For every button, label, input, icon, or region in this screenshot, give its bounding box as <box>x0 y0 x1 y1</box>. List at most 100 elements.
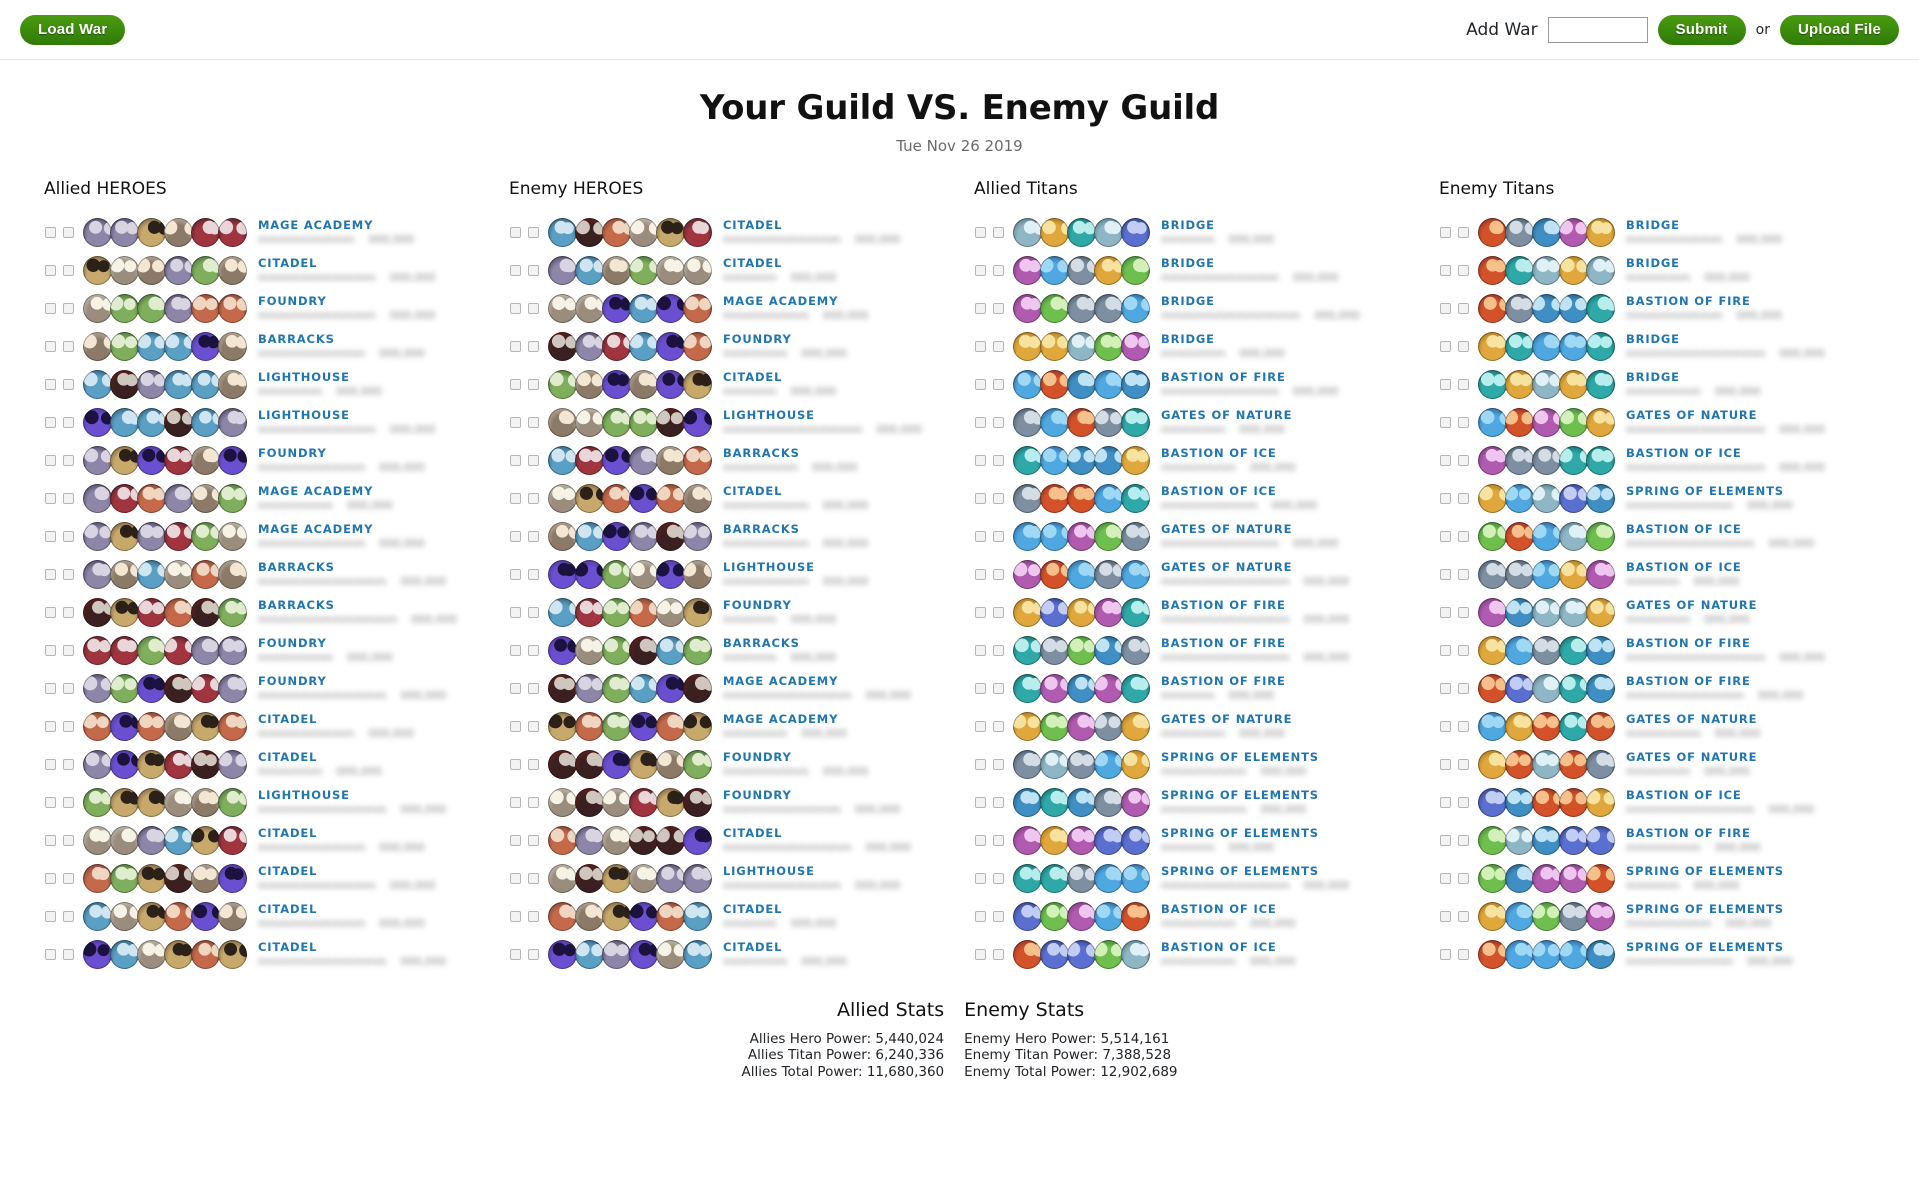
row-checkbox-secondary[interactable] <box>63 948 74 960</box>
row-checkbox-secondary[interactable] <box>993 834 1004 846</box>
row-checkbox-primary[interactable] <box>510 834 521 846</box>
row-checkbox-secondary[interactable] <box>1458 910 1469 922</box>
row-checkbox-secondary[interactable] <box>63 720 74 732</box>
row-checkbox-primary[interactable] <box>510 416 521 428</box>
row-checkbox-primary[interactable] <box>1440 758 1451 770</box>
row-checkbox-secondary[interactable] <box>993 302 1004 314</box>
row-checkbox-secondary[interactable] <box>528 948 539 960</box>
row-checkbox-primary[interactable] <box>510 910 521 922</box>
row-checkbox-secondary[interactable] <box>528 340 539 352</box>
row-checkbox-primary[interactable] <box>45 378 56 390</box>
load-war-button[interactable]: Load War <box>20 14 126 45</box>
row-checkbox-primary[interactable] <box>45 340 56 352</box>
row-checkbox-primary[interactable] <box>45 264 56 276</box>
row-checkbox-primary[interactable] <box>1440 568 1451 580</box>
row-checkbox-primary[interactable] <box>510 644 521 656</box>
row-checkbox-primary[interactable] <box>975 720 986 732</box>
row-checkbox-secondary[interactable] <box>1458 758 1469 770</box>
row-checkbox-secondary[interactable] <box>528 378 539 390</box>
row-checkbox-primary[interactable] <box>510 682 521 694</box>
row-checkbox-secondary[interactable] <box>528 796 539 808</box>
row-checkbox-primary[interactable] <box>45 948 56 960</box>
row-checkbox-primary[interactable] <box>45 872 56 884</box>
row-checkbox-primary[interactable] <box>45 530 56 542</box>
row-checkbox-secondary[interactable] <box>63 682 74 694</box>
row-checkbox-secondary[interactable] <box>63 264 74 276</box>
row-checkbox-primary[interactable] <box>1440 530 1451 542</box>
row-checkbox-secondary[interactable] <box>993 910 1004 922</box>
row-checkbox-primary[interactable] <box>510 226 521 238</box>
row-checkbox-primary[interactable] <box>975 682 986 694</box>
row-checkbox-secondary[interactable] <box>63 834 74 846</box>
row-checkbox-primary[interactable] <box>45 834 56 846</box>
row-checkbox-primary[interactable] <box>510 454 521 466</box>
row-checkbox-primary[interactable] <box>975 834 986 846</box>
row-checkbox-primary[interactable] <box>975 796 986 808</box>
row-checkbox-secondary[interactable] <box>1458 264 1469 276</box>
row-checkbox-secondary[interactable] <box>63 302 74 314</box>
row-checkbox-primary[interactable] <box>1440 302 1451 314</box>
row-checkbox-primary[interactable] <box>1440 948 1451 960</box>
row-checkbox-secondary[interactable] <box>1458 720 1469 732</box>
row-checkbox-secondary[interactable] <box>528 302 539 314</box>
row-checkbox-secondary[interactable] <box>993 948 1004 960</box>
row-checkbox-secondary[interactable] <box>528 720 539 732</box>
row-checkbox-primary[interactable] <box>510 758 521 770</box>
row-checkbox-secondary[interactable] <box>528 758 539 770</box>
upload-file-button[interactable]: Upload File <box>1779 14 1899 45</box>
row-checkbox-primary[interactable] <box>975 492 986 504</box>
row-checkbox-primary[interactable] <box>1440 606 1451 618</box>
row-checkbox-primary[interactable] <box>510 720 521 732</box>
row-checkbox-primary[interactable] <box>45 720 56 732</box>
row-checkbox-secondary[interactable] <box>528 264 539 276</box>
add-war-input[interactable] <box>1547 16 1648 43</box>
row-checkbox-secondary[interactable] <box>993 492 1004 504</box>
row-checkbox-primary[interactable] <box>45 606 56 618</box>
row-checkbox-secondary[interactable] <box>993 720 1004 732</box>
row-checkbox-primary[interactable] <box>975 644 986 656</box>
row-checkbox-secondary[interactable] <box>993 416 1004 428</box>
row-checkbox-primary[interactable] <box>975 758 986 770</box>
row-checkbox-secondary[interactable] <box>63 454 74 466</box>
row-checkbox-primary[interactable] <box>1440 226 1451 238</box>
row-checkbox-primary[interactable] <box>510 530 521 542</box>
row-checkbox-secondary[interactable] <box>1458 530 1469 542</box>
row-checkbox-secondary[interactable] <box>993 264 1004 276</box>
row-checkbox-secondary[interactable] <box>1458 340 1469 352</box>
row-checkbox-secondary[interactable] <box>528 606 539 618</box>
row-checkbox-primary[interactable] <box>1440 720 1451 732</box>
row-checkbox-secondary[interactable] <box>63 492 74 504</box>
row-checkbox-secondary[interactable] <box>63 644 74 656</box>
row-checkbox-primary[interactable] <box>975 606 986 618</box>
row-checkbox-primary[interactable] <box>1440 264 1451 276</box>
row-checkbox-secondary[interactable] <box>993 378 1004 390</box>
row-checkbox-primary[interactable] <box>45 758 56 770</box>
row-checkbox-secondary[interactable] <box>993 758 1004 770</box>
row-checkbox-primary[interactable] <box>45 568 56 580</box>
row-checkbox-primary[interactable] <box>510 568 521 580</box>
row-checkbox-secondary[interactable] <box>1458 378 1469 390</box>
row-checkbox-primary[interactable] <box>510 264 521 276</box>
row-checkbox-primary[interactable] <box>45 416 56 428</box>
row-checkbox-secondary[interactable] <box>528 492 539 504</box>
row-checkbox-primary[interactable] <box>975 302 986 314</box>
row-checkbox-secondary[interactable] <box>993 454 1004 466</box>
row-checkbox-primary[interactable] <box>975 340 986 352</box>
row-checkbox-primary[interactable] <box>975 454 986 466</box>
row-checkbox-primary[interactable] <box>45 644 56 656</box>
row-checkbox-primary[interactable] <box>1440 378 1451 390</box>
row-checkbox-secondary[interactable] <box>1458 644 1469 656</box>
row-checkbox-primary[interactable] <box>975 910 986 922</box>
row-checkbox-secondary[interactable] <box>528 530 539 542</box>
row-checkbox-primary[interactable] <box>975 226 986 238</box>
row-checkbox-primary[interactable] <box>510 340 521 352</box>
row-checkbox-secondary[interactable] <box>1458 302 1469 314</box>
row-checkbox-primary[interactable] <box>1440 416 1451 428</box>
row-checkbox-primary[interactable] <box>975 530 986 542</box>
row-checkbox-secondary[interactable] <box>528 834 539 846</box>
row-checkbox-secondary[interactable] <box>528 644 539 656</box>
row-checkbox-secondary[interactable] <box>63 606 74 618</box>
row-checkbox-primary[interactable] <box>45 302 56 314</box>
row-checkbox-primary[interactable] <box>45 796 56 808</box>
row-checkbox-secondary[interactable] <box>63 758 74 770</box>
